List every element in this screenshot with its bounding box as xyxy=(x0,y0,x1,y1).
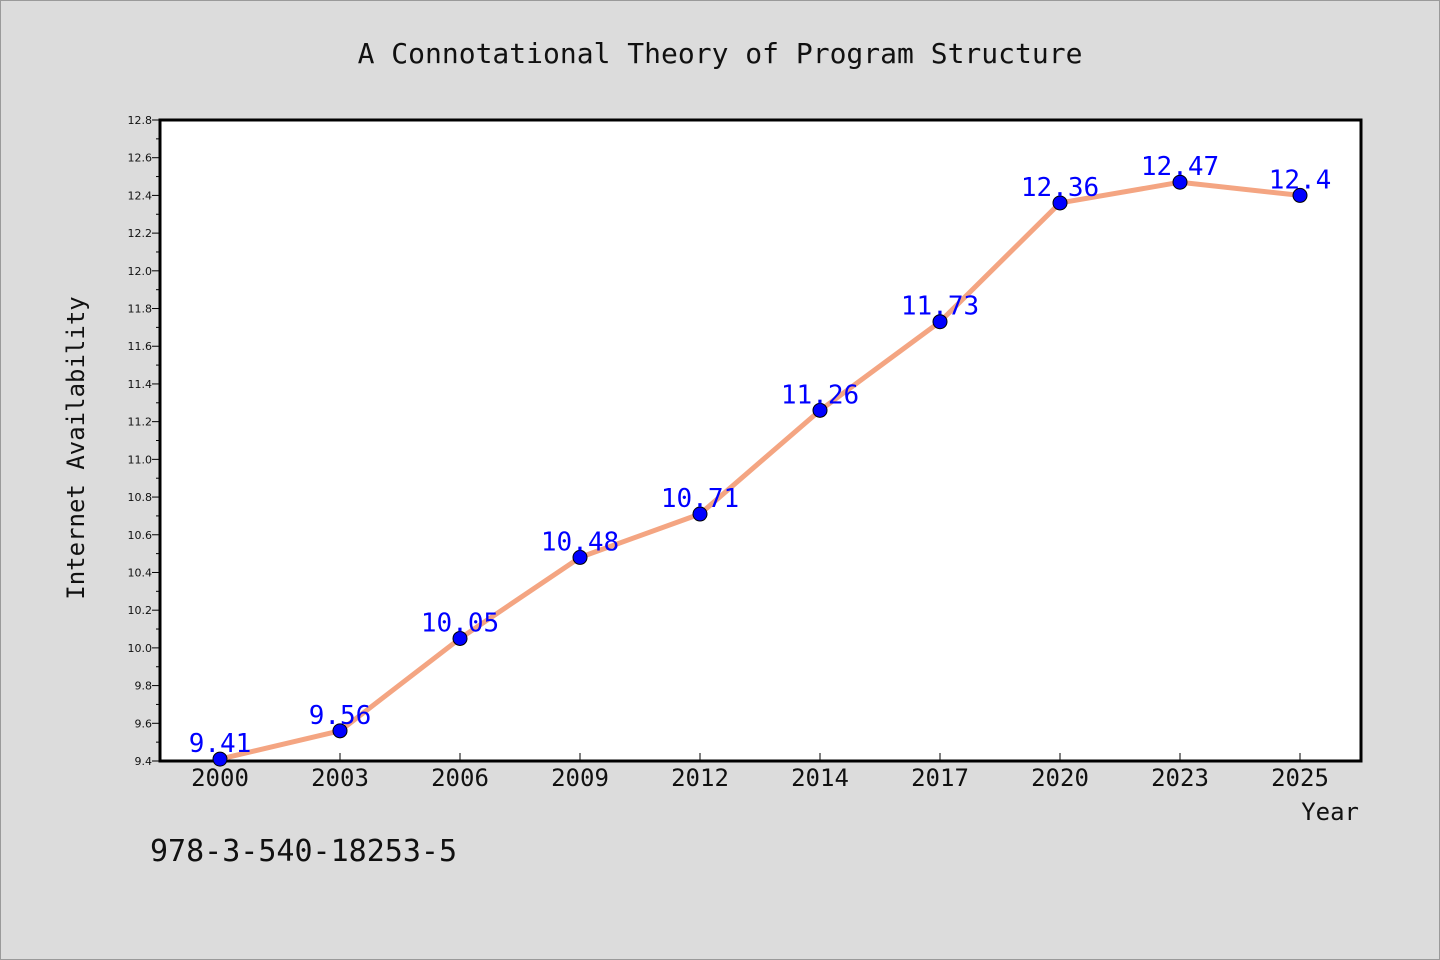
plot-area xyxy=(158,118,1363,763)
x-tick-label: 2000 xyxy=(191,764,249,792)
isbn-text: 978-3-540-18253-5 xyxy=(150,834,458,869)
data-label: 10.05 xyxy=(421,608,499,638)
y-axis-title: Internet Availability xyxy=(62,296,90,599)
x-tick-label: 2009 xyxy=(551,764,609,792)
x-tick-label: 2023 xyxy=(1151,764,1209,792)
series-layer: 9.41 9.56 10.05 10.48 10.71 11.26 11.73 12.36 12… xyxy=(189,152,1332,767)
x-tick-label: 2003 xyxy=(311,764,369,792)
y-tick-label: 10.4 xyxy=(128,566,153,579)
y-tick-label: 12.6 xyxy=(128,152,153,165)
series-line xyxy=(217,179,1303,762)
data-point xyxy=(812,402,828,418)
y-tick-label: 9.6 xyxy=(135,717,153,730)
data-point xyxy=(332,723,348,739)
data-label: 11.26 xyxy=(781,380,859,410)
data-point xyxy=(572,549,588,565)
x-tick-label: 2017 xyxy=(911,764,969,792)
data-label: 11.73 xyxy=(901,292,979,322)
y-tick-label: 9.4 xyxy=(135,755,153,768)
y-tick-label: 12.0 xyxy=(128,265,153,278)
data-label: 10.48 xyxy=(541,527,619,557)
data-label: 9.56 xyxy=(309,701,372,731)
x-tick-label: 2025 xyxy=(1271,764,1329,792)
data-point xyxy=(1292,187,1308,203)
data-point xyxy=(1052,195,1068,211)
y-tick-label: 11.4 xyxy=(128,378,153,391)
data-label: 10.71 xyxy=(661,484,739,514)
data-point xyxy=(692,506,708,522)
data-point xyxy=(212,751,228,767)
y-tick-label: 11.0 xyxy=(128,453,153,466)
data-point xyxy=(452,630,468,646)
y-tick-label: 10.0 xyxy=(128,642,153,655)
x-tick-label: 2014 xyxy=(791,764,849,792)
data-label: 9.41 xyxy=(189,729,252,759)
y-tick-label: 12.2 xyxy=(128,227,153,240)
y-tick-label: 11.8 xyxy=(128,303,153,316)
y-tick-label: 9.8 xyxy=(135,680,153,693)
x-tick-label: 2012 xyxy=(671,764,729,792)
y-tick-label: 12.8 xyxy=(128,114,153,127)
y-tick-label: 11.2 xyxy=(128,416,153,429)
data-point xyxy=(1172,174,1188,190)
chart-title: A Connotational Theory of Program Struct… xyxy=(358,37,1083,70)
data-point xyxy=(932,314,948,330)
y-tick-label: 12.4 xyxy=(128,189,153,202)
y-tick-label: 10.2 xyxy=(128,604,153,617)
y-tick-label: 10.6 xyxy=(128,529,153,542)
y-tick-label: 11.6 xyxy=(128,340,153,353)
x-axis: 2000 2003 2006 2009 2012 2014 2017 2020 2023 2025 xyxy=(191,753,1329,792)
y-tick-label: 10.8 xyxy=(128,491,153,504)
x-axis-title: Year xyxy=(1301,798,1359,826)
y-axis: 9.4 9.6 9.8 10.0 10.2 10.4 10.6 10.8 11.0 11.2 11.… xyxy=(128,114,160,768)
x-tick-label: 2006 xyxy=(431,764,489,792)
data-label: 12.4 xyxy=(1269,165,1332,195)
data-label: 12.36 xyxy=(1021,173,1099,203)
data-label: 12.47 xyxy=(1141,152,1219,182)
x-tick-label: 2020 xyxy=(1031,764,1089,792)
